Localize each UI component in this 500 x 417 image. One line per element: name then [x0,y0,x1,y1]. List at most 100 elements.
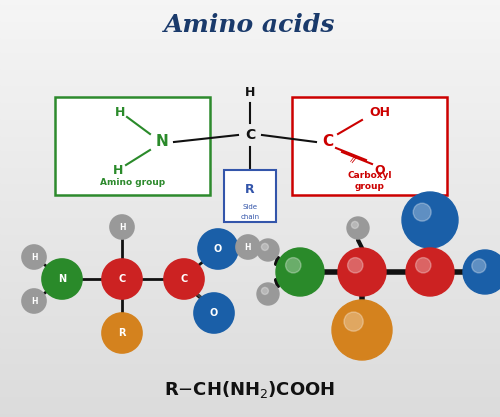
Bar [0,146,500,148]
Text: O: O [374,163,386,176]
Bar [0,281,500,284]
Bar [0,177,500,179]
Bar [0,192,500,194]
Circle shape [262,287,268,294]
Bar [0,250,500,252]
Bar [0,323,500,325]
Bar [0,56,500,58]
Text: H: H [31,253,37,261]
Text: C: C [180,274,188,284]
Bar [0,361,500,363]
Bar [0,263,500,265]
Bar [0,113,500,115]
Bar [0,288,500,290]
Bar [0,409,500,411]
Bar [0,133,500,136]
Bar [0,152,500,154]
Bar [0,313,500,315]
Bar [0,279,500,281]
Bar [0,90,500,92]
Text: H: H [31,296,37,306]
Bar [0,348,500,350]
Bar [0,33,500,35]
Bar [0,158,500,161]
Bar [0,304,500,306]
Bar [0,19,500,21]
Bar [0,336,500,338]
Bar [0,388,500,390]
Circle shape [236,235,260,259]
Circle shape [472,259,486,273]
Bar [0,96,500,98]
Bar [0,204,500,206]
Circle shape [257,283,279,305]
Bar [0,69,500,71]
Text: H: H [113,163,123,176]
Bar [0,175,500,177]
Bar [0,21,500,23]
Bar [0,231,500,234]
Text: chain: chain [240,214,260,220]
Bar [0,390,500,392]
Bar [0,344,500,346]
Bar [0,284,500,286]
Bar [0,394,500,396]
Bar [0,384,500,386]
Bar [0,115,500,117]
Bar [0,136,500,138]
Bar [0,131,500,133]
Circle shape [463,250,500,294]
Bar [0,171,500,173]
Bar [0,365,500,367]
Bar [0,213,500,215]
Bar [0,54,500,56]
Circle shape [338,248,386,296]
Bar [0,94,500,96]
Bar [0,183,500,186]
Bar [0,269,500,271]
Bar [0,71,500,73]
Bar [0,229,500,231]
Text: C: C [322,135,334,150]
Bar [0,79,500,81]
Bar [0,334,500,336]
Bar [0,186,500,188]
Circle shape [416,258,431,273]
Bar [0,140,500,142]
Circle shape [110,215,134,239]
Circle shape [344,312,363,331]
Bar [0,75,500,77]
Bar [0,127,500,129]
Bar [0,340,500,342]
Bar [0,40,500,42]
Bar [0,392,500,394]
Bar [0,311,500,313]
Bar [0,357,500,359]
Circle shape [276,248,324,296]
Bar [0,367,500,369]
Bar [0,202,500,204]
Bar [0,219,500,221]
Bar [0,65,500,67]
Bar [0,386,500,388]
Bar [0,290,500,292]
Text: H: H [115,106,125,118]
Bar [0,88,500,90]
Bar [0,252,500,254]
Bar [0,407,500,409]
Bar [0,44,500,46]
Bar [0,246,500,248]
Text: R: R [118,328,126,338]
Bar [0,371,500,373]
Bar [0,2,500,4]
Text: H: H [244,243,251,251]
Bar [0,375,500,377]
Bar [0,42,500,44]
Bar [0,167,500,169]
Bar [0,315,500,317]
Circle shape [406,248,454,296]
Bar [0,125,500,127]
Circle shape [22,245,46,269]
Bar [0,4,500,6]
Circle shape [257,239,279,261]
